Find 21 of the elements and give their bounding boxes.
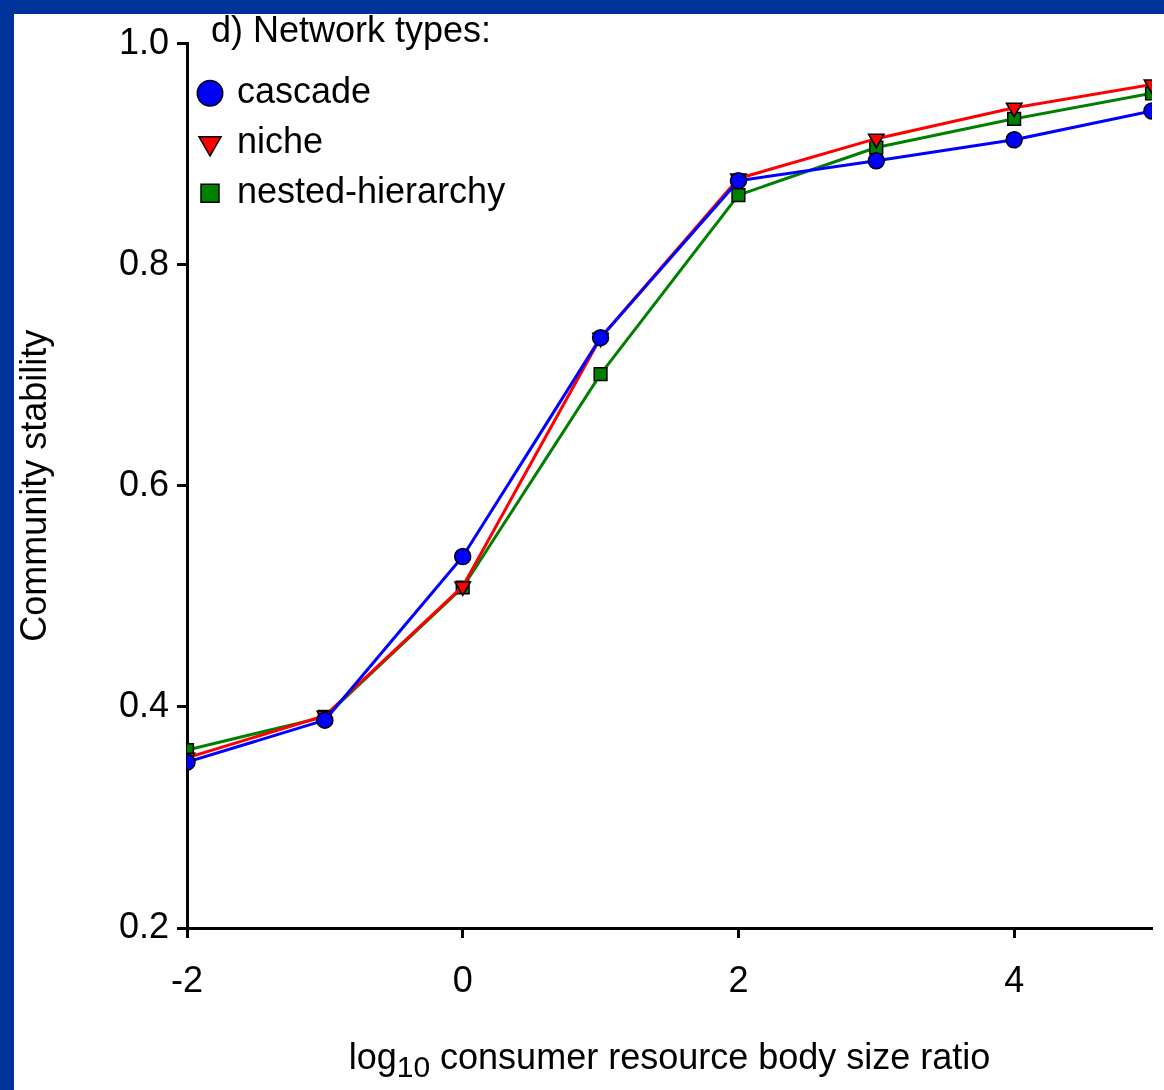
x-tick-label: -2 <box>170 958 204 1000</box>
y-tick-label: 0.8 <box>118 241 169 283</box>
x-axis-title: log$_{10}$ consumer resource body size ratio <box>347 1036 992 1085</box>
y-axis-title: Community stability <box>12 329 54 642</box>
x-tick-label: 2 <box>728 958 749 1000</box>
legend-label: niche <box>237 120 324 162</box>
point <box>731 187 746 203</box>
y-tick-label: 0.2 <box>118 904 169 946</box>
legend-label: cascade <box>237 70 372 112</box>
point <box>1005 131 1023 149</box>
legend-label: nested-hierarchy <box>237 170 506 212</box>
x-tick-label: 4 <box>1004 958 1025 1000</box>
point <box>453 547 472 566</box>
point <box>591 328 610 347</box>
y-tick-label: 0.6 <box>118 462 169 504</box>
y-tick-label: 1.0 <box>118 20 169 62</box>
legend-title: d) Network types: <box>211 8 492 50</box>
point <box>867 152 886 170</box>
x-tick-label: 0 <box>452 958 473 1000</box>
point <box>593 367 608 382</box>
y-tick-label: 0.4 <box>118 683 169 725</box>
